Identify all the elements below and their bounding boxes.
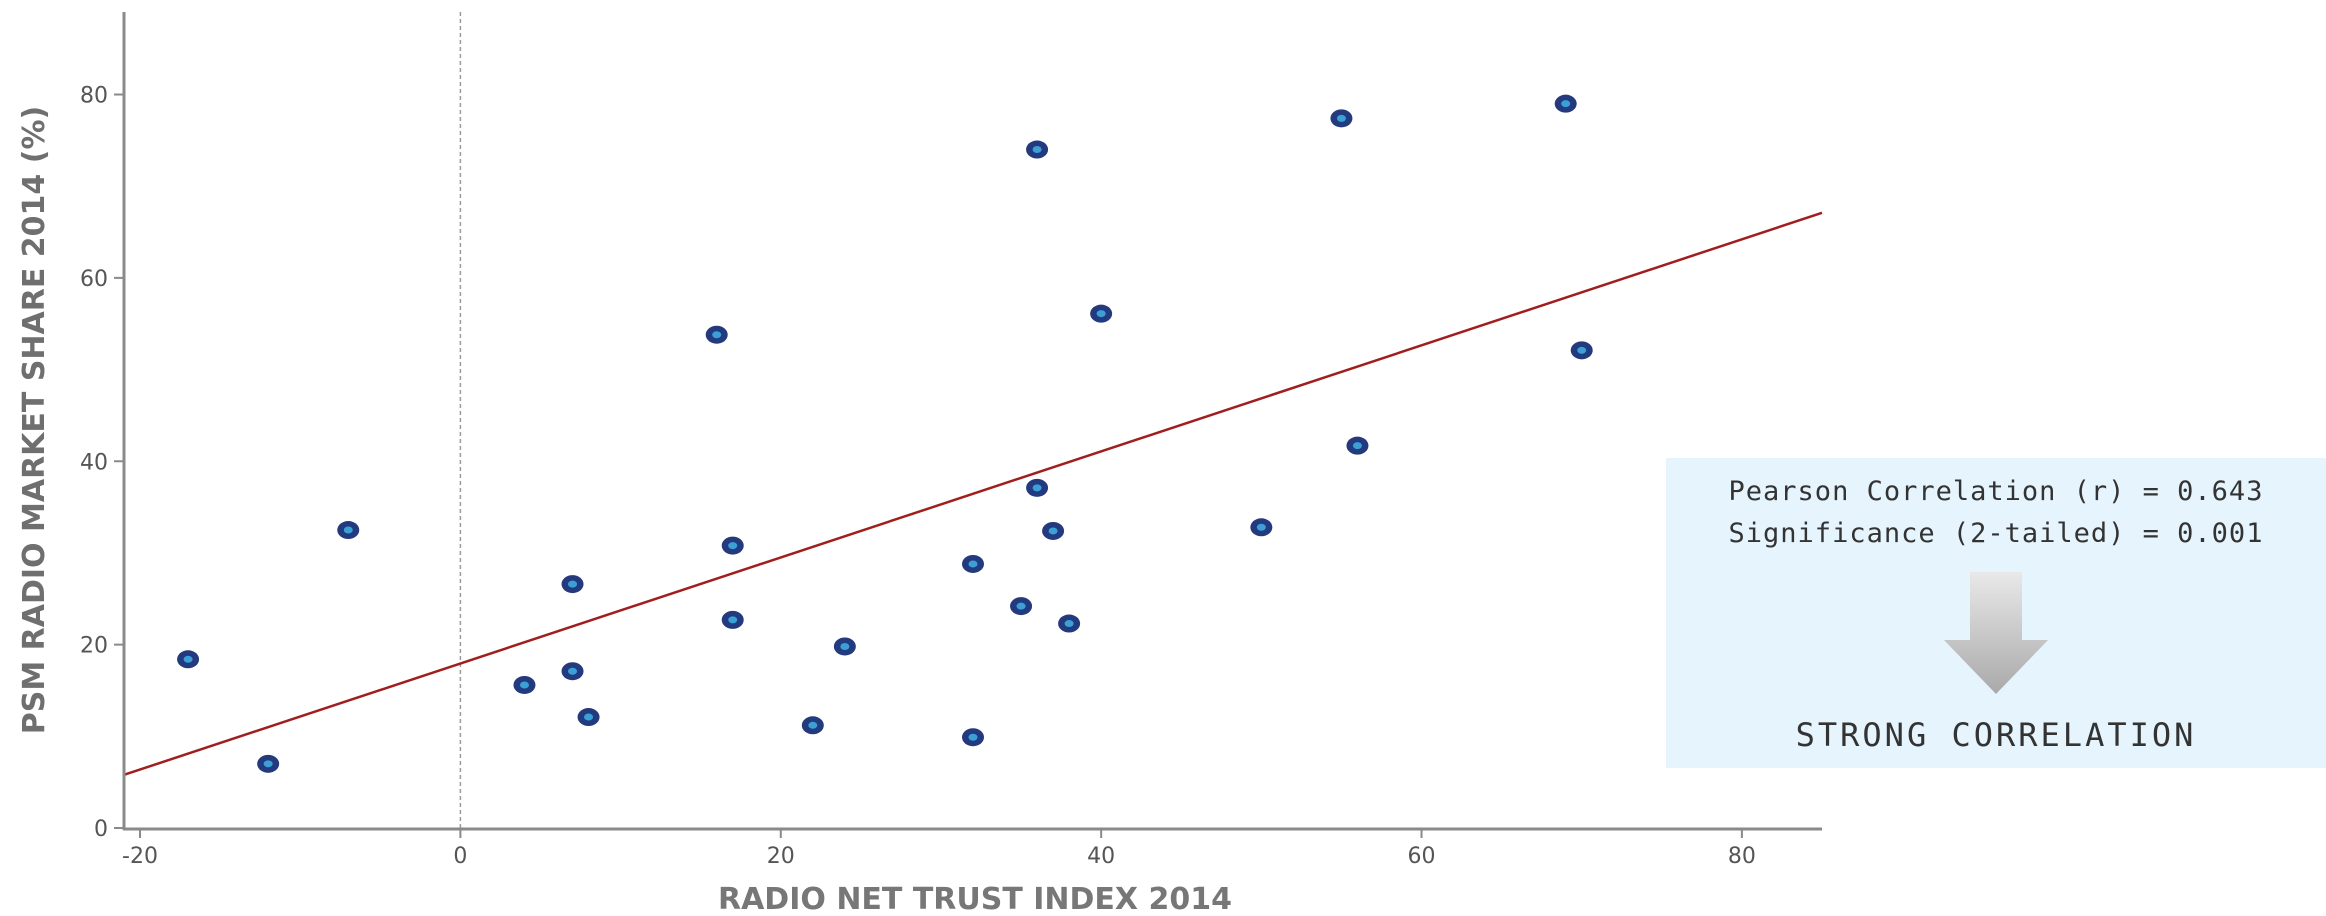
x-tick-label: 80	[1728, 844, 1756, 869]
y-tick-label: 0	[94, 817, 108, 842]
data-point	[962, 554, 984, 573]
data-point	[1330, 109, 1353, 128]
y-axis-title: PSM RADIO MARKET SHARE 2014 (%)	[17, 106, 52, 734]
correlation-verdict: STRONG CORRELATION	[1795, 716, 2197, 754]
data-point	[1554, 94, 1577, 113]
data-point	[833, 637, 856, 656]
data-point	[721, 610, 744, 629]
data-point	[1570, 341, 1593, 360]
data-point	[577, 708, 600, 727]
data-point	[801, 716, 824, 735]
data-point	[1346, 436, 1369, 455]
x-tick-label: 40	[1087, 844, 1115, 869]
data-point	[1026, 140, 1049, 159]
data-point	[1250, 518, 1273, 537]
data-point	[1042, 521, 1065, 540]
data-point	[561, 575, 584, 594]
significance-text: Significance (2-tailed) = 0.001	[1728, 518, 2264, 549]
x-tick-label: 0	[453, 844, 467, 869]
pearson-correlation-text: Pearson Correlation (r) = 0.643	[1728, 476, 2264, 507]
x-tick-label: 60	[1408, 844, 1436, 869]
x-axis-title: RADIO NET TRUST INDEX 2014	[718, 882, 1232, 916]
x-tick-label: -20	[122, 844, 158, 869]
data-point	[962, 728, 984, 747]
data-point	[561, 662, 584, 681]
data-point	[177, 650, 200, 669]
data-point	[257, 754, 280, 773]
data-point	[721, 536, 744, 555]
trend-line	[123, 211, 1823, 777]
data-point	[513, 675, 536, 694]
y-tick-label: 40	[80, 450, 108, 475]
points-layer	[177, 94, 1593, 773]
y-tick-label: 80	[80, 84, 108, 109]
correlation-stats-panel: Pearson Correlation (r) = 0.643 Signific…	[1666, 458, 2326, 768]
data-point	[1058, 614, 1081, 633]
data-point	[705, 325, 728, 344]
y-tick-label: 20	[80, 634, 108, 659]
data-point	[1090, 304, 1113, 323]
y-tick-label: 60	[80, 267, 108, 292]
data-point	[1026, 478, 1049, 497]
data-point	[1010, 597, 1033, 616]
trendline-layer	[123, 211, 1823, 777]
x-tick-label: 20	[767, 844, 795, 869]
data-point	[337, 521, 360, 540]
axes-layer: -20 0 20 40 60 80 0 20 40 60 80	[80, 12, 1822, 869]
down-arrow-icon	[1944, 572, 2048, 694]
